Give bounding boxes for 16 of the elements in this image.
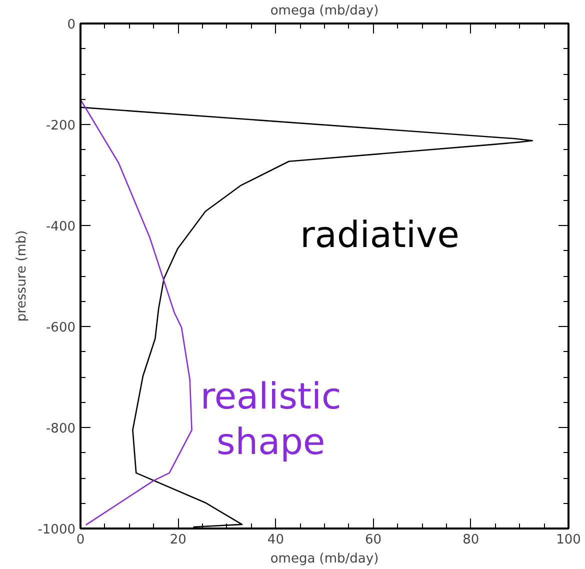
series-label: radiative: [300, 215, 460, 256]
x-tick-label: 80: [462, 532, 480, 548]
y-tick-label: 0: [67, 18, 76, 32]
y-axis-title: pressure (mb): [14, 230, 30, 322]
x-tick-label: 20: [170, 532, 186, 548]
y-tick-label: -800: [46, 422, 76, 436]
y-tick-label: -1000: [38, 522, 76, 538]
x-tick-label: 100: [556, 532, 581, 548]
x-tick-label: 60: [365, 532, 382, 548]
y-tick-label: -600: [46, 320, 76, 336]
x-axis-title: omega (mb/day): [270, 552, 379, 566]
x-tick-label: 40: [267, 532, 284, 548]
series-label: realistic shape: [200, 376, 342, 464]
x2-axis-title: omega (mb/day): [270, 4, 379, 18]
y-tick-label: -400: [46, 220, 76, 234]
y-tick-label: -200: [46, 118, 76, 134]
